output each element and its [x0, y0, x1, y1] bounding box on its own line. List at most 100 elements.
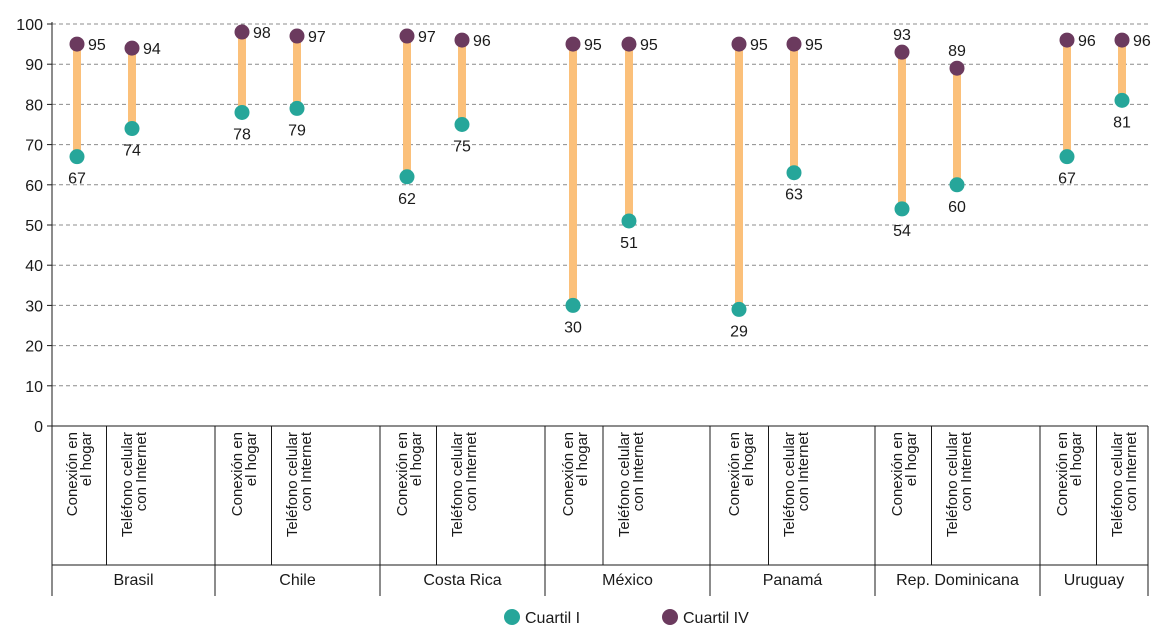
point-cuartil-iv — [1114, 32, 1130, 48]
point-cuartil-iv — [124, 40, 140, 56]
y-tick-label: 60 — [25, 178, 43, 195]
data-points — [69, 24, 1130, 317]
category-label-line: Conexión en — [394, 432, 411, 516]
point-cuartil-i — [1114, 92, 1130, 108]
category-label: Teléfono celularcon Internet — [1109, 431, 1140, 537]
category-label: Conexión enel hogar — [64, 432, 95, 516]
category-label-line: Teléfono celular — [284, 432, 301, 537]
category-label: Teléfono celularcon Internet — [616, 431, 647, 537]
y-axis: 0 10 20 30 40 50 60 70 80 90 100 — [16, 17, 53, 436]
category-label-line: con Internet — [133, 431, 150, 511]
category-label-line: Conexión en — [560, 432, 577, 516]
connectors — [73, 32, 1126, 310]
point-cuartil-iv — [399, 28, 415, 44]
value-label-cuartil-iv: 95 — [750, 37, 768, 54]
category-label-line: Teléfono celular — [449, 432, 466, 537]
category-label-line: el hogar — [903, 432, 920, 486]
y-tick-label: 90 — [25, 57, 43, 74]
y-tick-label: 80 — [25, 97, 43, 114]
point-cuartil-iv — [565, 36, 581, 52]
value-label-cuartil-i: 78 — [233, 126, 251, 143]
category-label-line: Teléfono celular — [119, 432, 136, 537]
value-label-cuartil-i: 75 — [453, 139, 471, 156]
point-cuartil-iv — [289, 28, 305, 44]
country-label: Panamá — [763, 572, 823, 589]
legend-marker-cuartil-iv — [662, 609, 678, 625]
point-cuartil-i — [894, 201, 910, 217]
value-label-cuartil-i: 51 — [620, 235, 638, 252]
y-tick-label: 0 — [34, 419, 43, 436]
data-labels: 95 67 94 74 98 78 97 79 97 62 96 75 95 30 95 51 95 29 95 63… — [68, 25, 1151, 340]
category-label: Conexión enel hogar — [1054, 432, 1085, 516]
category-label-line: el hogar — [574, 432, 591, 486]
value-label-cuartil-i: 67 — [1058, 171, 1076, 188]
value-label-cuartil-i: 74 — [123, 143, 141, 160]
point-cuartil-i — [786, 165, 802, 181]
category-label-line: el hogar — [740, 432, 757, 486]
value-label-cuartil-i: 81 — [1113, 114, 1131, 131]
category-label-line: Conexión en — [889, 432, 906, 516]
point-cuartil-i — [621, 213, 637, 229]
value-label-cuartil-i: 29 — [730, 323, 748, 340]
point-cuartil-iv — [731, 36, 747, 52]
point-cuartil-i — [454, 117, 470, 132]
point-cuartil-i — [1059, 149, 1075, 165]
y-tick-label: 30 — [25, 298, 43, 315]
point-cuartil-iv — [234, 24, 250, 40]
legend-marker-cuartil-i — [504, 609, 520, 625]
point-cuartil-i — [949, 177, 965, 193]
point-cuartil-i — [399, 169, 415, 185]
value-label-cuartil-i: 67 — [68, 171, 86, 188]
value-label-cuartil-iv: 95 — [584, 37, 602, 54]
value-label-cuartil-iv: 94 — [143, 41, 161, 58]
point-cuartil-i — [731, 301, 747, 317]
category-label-line: con Internet — [795, 431, 812, 511]
point-cuartil-i — [69, 149, 85, 165]
category-label: Teléfono celularcon Internet — [119, 431, 150, 537]
value-label-cuartil-iv: 96 — [1078, 33, 1096, 50]
category-label-line: el hogar — [1068, 432, 1085, 486]
value-label-cuartil-iv: 95 — [88, 37, 106, 54]
value-label-cuartil-i: 30 — [564, 319, 582, 336]
category-label: Conexión enel hogar — [889, 432, 920, 516]
point-cuartil-i — [289, 100, 305, 116]
legend: Cuartil I Cuartil IV — [504, 609, 749, 626]
category-label-line: Conexión en — [726, 432, 743, 516]
gridlines — [52, 23, 1148, 387]
value-label-cuartil-i: 54 — [893, 223, 911, 240]
value-label-cuartil-i: 60 — [948, 199, 966, 216]
value-label-cuartil-iv: 95 — [805, 37, 823, 54]
category-label-line: el hogar — [243, 432, 260, 486]
y-tick-label: 20 — [25, 339, 43, 356]
country-label: Costa Rica — [423, 572, 501, 589]
category-label-line: el hogar — [408, 432, 425, 486]
legend-label-cuartil-iv: Cuartil IV — [683, 610, 749, 626]
y-tick-label: 100 — [16, 17, 43, 34]
category-label: Conexión enel hogar — [726, 432, 757, 516]
y-tick-label: 40 — [25, 258, 43, 275]
country-label: Uruguay — [1064, 572, 1124, 589]
value-label-cuartil-iv: 93 — [893, 27, 911, 44]
point-cuartil-iv — [621, 36, 637, 52]
category-label-line: Conexión en — [64, 432, 81, 516]
value-label-cuartil-i: 62 — [398, 191, 416, 208]
value-label-cuartil-iv: 96 — [473, 33, 491, 50]
point-cuartil-i — [565, 297, 581, 313]
category-label: Conexión enel hogar — [560, 432, 591, 516]
country-label: Brasil — [113, 572, 153, 589]
point-cuartil-iv — [949, 60, 965, 76]
value-label-cuartil-iv: 98 — [253, 25, 271, 42]
category-label-line: Teléfono celular — [616, 432, 633, 537]
point-cuartil-iv — [69, 36, 85, 52]
category-label-line: el hogar — [78, 432, 95, 486]
category-label: Teléfono celularcon Internet — [284, 431, 315, 537]
country-label: Rep. Dominicana — [896, 572, 1019, 589]
point-cuartil-i — [124, 121, 140, 137]
value-label-cuartil-iv: 96 — [1133, 33, 1151, 50]
y-tick-label: 70 — [25, 138, 43, 155]
category-label-line: con Internet — [958, 431, 975, 511]
country-label: México — [602, 572, 653, 589]
country-label: Chile — [279, 572, 316, 589]
